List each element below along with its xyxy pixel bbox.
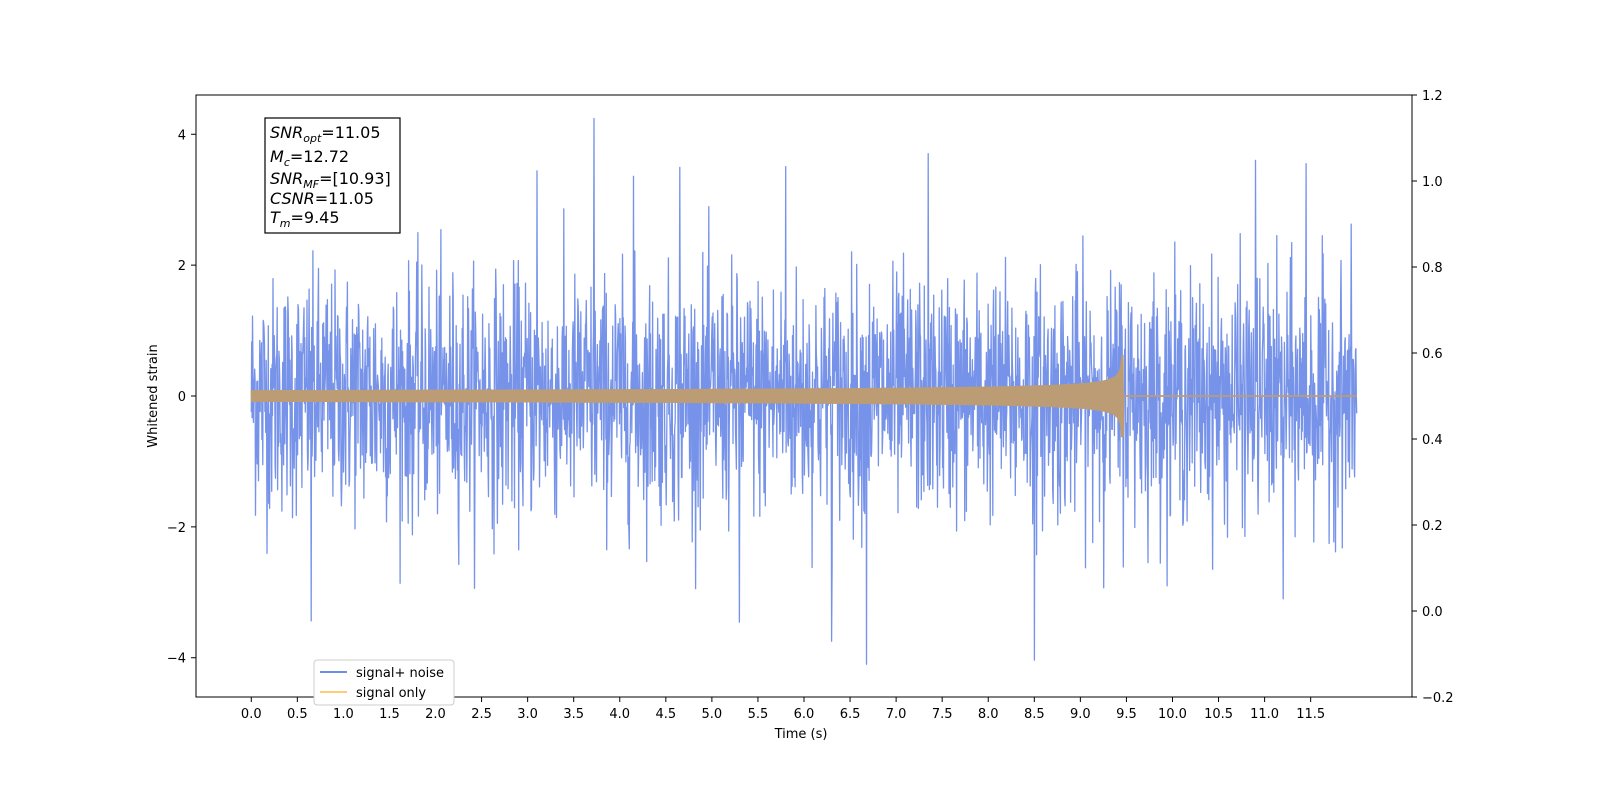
y-right-tick-label: 0.0 <box>1422 605 1443 620</box>
y-axis-right-ticks: −0.2 0.0 0.2 0.4 0.6 0.8 1.0 1.2 <box>1412 89 1454 706</box>
x-tick-label: 9.0 <box>1070 707 1091 722</box>
x-tick-label: 3.0 <box>517 707 538 722</box>
y-tick-label: 2 <box>178 259 186 274</box>
x-tick-label: 0.5 <box>287 707 308 722</box>
legend-label-signal: signal only <box>356 686 426 701</box>
annotation-frame <box>264 117 401 234</box>
x-tick-label: 10.0 <box>1158 707 1187 722</box>
y-tick-label: 4 <box>178 128 186 143</box>
annotation-line-csnr: CSNR=11.05 <box>270 189 374 208</box>
y-right-tick-label: 1.0 <box>1422 175 1443 190</box>
y-tick-label: 0 <box>178 390 186 405</box>
x-tick-label: 7.0 <box>886 707 907 722</box>
x-tick-label: 10.5 <box>1204 707 1233 722</box>
x-tick-label: 9.5 <box>1116 707 1137 722</box>
legend: signal+ noise signal only <box>313 659 455 706</box>
y-right-tick-label: 1.2 <box>1422 89 1443 104</box>
x-tick-label: 1.0 <box>333 707 354 722</box>
annotation-line-mc: Mc=12.72 <box>270 147 349 169</box>
x-tick-label: 4.0 <box>609 707 630 722</box>
x-tick-label: 11.5 <box>1296 707 1325 722</box>
x-tick-label: 6.5 <box>840 707 861 722</box>
x-tick-label: 5.0 <box>702 707 723 722</box>
legend-label-noise: signal+ noise <box>356 666 444 681</box>
x-axis-ticks: 0.0 0.5 1.0 1.5 2.0 2.5 3.0 3.5 4.0 4.5 5.0 5.5 6.0 6… <box>241 697 1325 722</box>
y-axis-label: Whitened strain <box>146 344 161 447</box>
y-right-tick-label: 0.4 <box>1422 433 1443 448</box>
annotation-box: SNRopt=11.05 Mc=12.72 SNRMF=[10.93] CSNR… <box>264 117 401 234</box>
x-tick-label: 2.0 <box>425 707 446 722</box>
y-tick-label: −2 <box>167 521 186 536</box>
y-right-tick-label: 0.6 <box>1422 347 1443 362</box>
x-tick-label: 4.5 <box>655 707 676 722</box>
x-tick-label: 8.5 <box>1024 707 1045 722</box>
y-right-tick-label: −0.2 <box>1422 691 1454 706</box>
x-tick-label: 3.5 <box>563 707 584 722</box>
x-tick-label: 6.0 <box>794 707 815 722</box>
y-right-tick-label: 0.8 <box>1422 261 1443 276</box>
annotation-line-snr-mf: SNRMF=[10.93] <box>270 169 391 191</box>
x-tick-label: 1.5 <box>379 707 400 722</box>
annotation-line-snr-opt: SNRopt=11.05 <box>270 123 381 145</box>
x-tick-label: 5.5 <box>748 707 769 722</box>
y-axis-ticks: −4 −2 0 2 4 <box>167 128 196 667</box>
x-tick-label: 11.0 <box>1250 707 1279 722</box>
legend-frame <box>313 659 455 706</box>
x-tick-label: 8.0 <box>978 707 999 722</box>
y-tick-label: −4 <box>167 652 186 667</box>
annotation-line-tm: Tm=9.45 <box>270 208 340 230</box>
x-tick-label: 2.5 <box>471 707 492 722</box>
x-tick-label: 0.0 <box>241 707 262 722</box>
series-layer <box>250 117 1358 665</box>
y-right-tick-label: 0.2 <box>1422 519 1443 534</box>
x-axis-label: Time (s) <box>774 727 828 742</box>
x-tick-label: 7.5 <box>932 707 953 722</box>
